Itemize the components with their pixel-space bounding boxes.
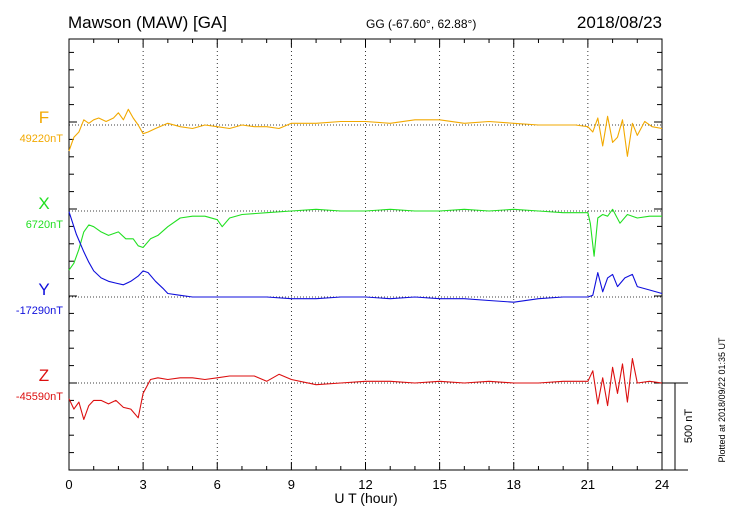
scale-bar-label: 500 nT: [683, 409, 695, 444]
series-label-y: Y: [38, 280, 49, 299]
x-tick-label: 0: [65, 477, 72, 492]
date-label: 2018/08/23: [577, 13, 662, 32]
series-line-x: [68, 208, 662, 271]
x-tick-label: 9: [288, 477, 295, 492]
baseline-value-z: -45590nT: [16, 391, 63, 403]
x-tick-label: 15: [432, 477, 446, 492]
grid-layer: [69, 39, 662, 470]
x-tick-label: 21: [581, 477, 595, 492]
x-tick-label: 18: [507, 477, 521, 492]
baseline-value-y: -17290nT: [16, 305, 63, 317]
coordinates-label: GG (-67.60°, 62.88°): [366, 17, 476, 31]
x-tick-label: 3: [140, 477, 147, 492]
baseline-value-x: 6720nT: [26, 219, 64, 231]
x-tick-label: 12: [358, 477, 372, 492]
series-line-z: [68, 358, 663, 421]
series-label-f: F: [39, 108, 49, 127]
x-axis-label: U T (hour): [334, 490, 397, 506]
series-line-y: [68, 211, 663, 303]
x-tick-label: 6: [214, 477, 221, 492]
baseline-value-f: 49220nT: [20, 133, 64, 145]
scale-bar: 500 nT: [662, 382, 695, 471]
labels-layer: F 49220nT X 6720nT Y -17290nT Z -45590nT: [16, 108, 63, 403]
series-label-z: Z: [39, 366, 49, 385]
plotted-at-note: Plotted at 2018/09/22 01:35 UT: [717, 337, 727, 463]
series-line-f: [68, 108, 663, 157]
ticks-layer: 0 3 6 9 12 15 18 21 24: [65, 39, 669, 492]
x-tick-label: 24: [655, 477, 669, 492]
series-layer: [68, 108, 663, 421]
station-title: Mawson (MAW) [GA]: [68, 13, 227, 32]
series-label-x: X: [38, 194, 49, 213]
